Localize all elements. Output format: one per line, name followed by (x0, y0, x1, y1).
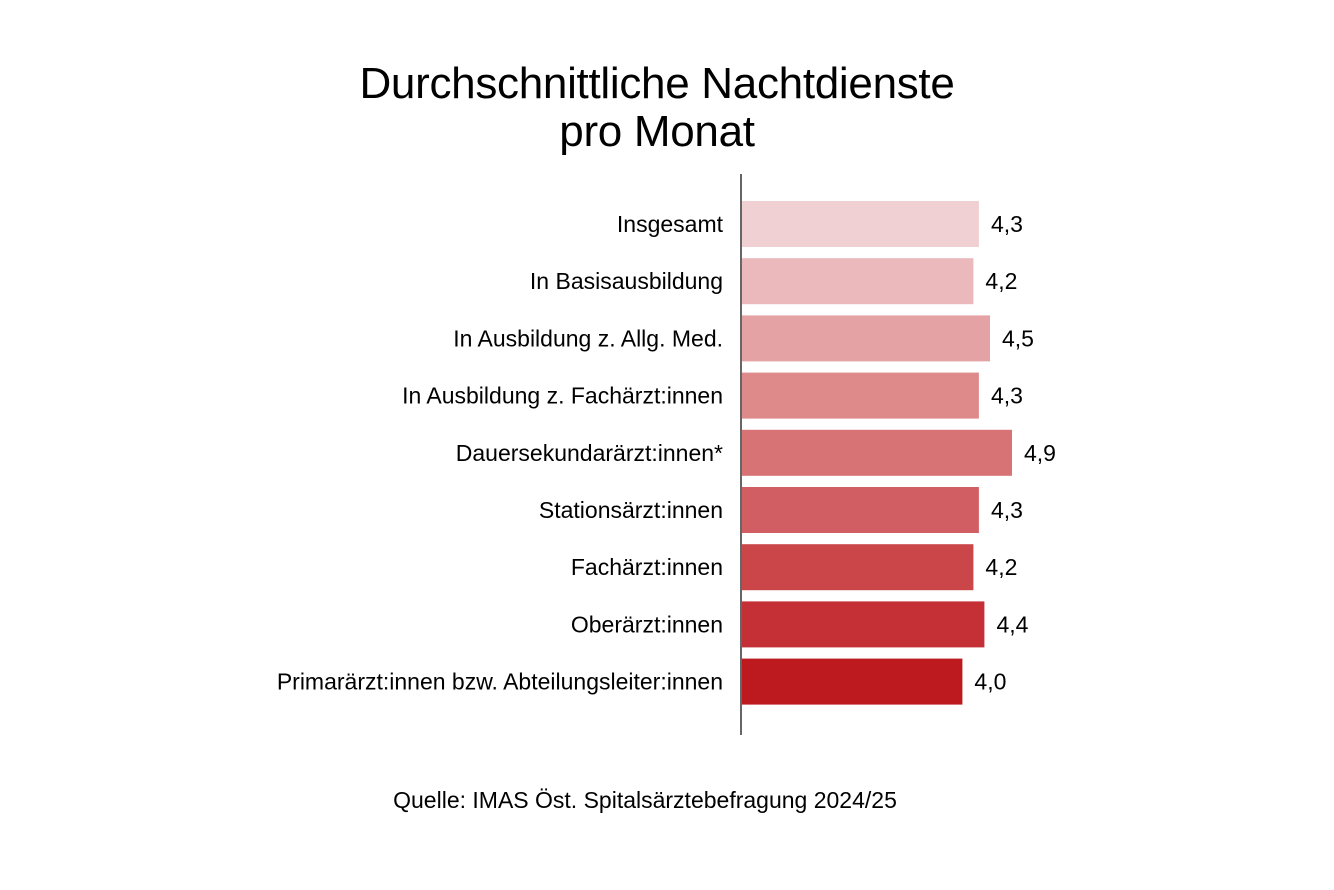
category-label-3: In Ausbildung z. Fachärzt:innen (402, 383, 723, 409)
bar-3 (742, 372, 979, 419)
bar-6 (742, 544, 974, 591)
bar-2 (742, 315, 990, 362)
category-label-0: Insgesamt (617, 211, 724, 237)
bar-4 (742, 429, 1012, 476)
value-label-3: 4,3 (991, 383, 1023, 409)
chart-title: Durchschnittliche Nachtdienste pro Monat (0, 60, 1314, 156)
chart-title-line-2: pro Monat (559, 107, 755, 156)
category-label-4: Dauersekundarärzt:innen* (456, 440, 723, 466)
category-label-8: Primarärzt:innen bzw. Abteilungsleiter:i… (277, 669, 723, 695)
category-label-7: Oberärzt:innen (571, 611, 723, 637)
bar-5 (742, 487, 979, 533)
category-label-6: Fachärzt:innen (571, 554, 723, 580)
value-label-1: 4,2 (985, 268, 1017, 294)
bar-1 (742, 258, 974, 305)
source-note: Quelle: IMAS Öst. Spitalsärztebefragung … (393, 787, 897, 813)
value-label-7: 4,4 (996, 611, 1028, 637)
bar-8 (742, 658, 963, 705)
category-label-5: Stationsärzt:innen (539, 497, 723, 523)
value-label-8: 4,0 (974, 669, 1006, 695)
value-label-2: 4,5 (1002, 325, 1034, 351)
category-label-1: In Basisausbildung (530, 268, 723, 294)
value-label-5: 4,3 (991, 497, 1023, 523)
value-label-0: 4,3 (991, 211, 1023, 237)
value-label-4: 4,9 (1024, 440, 1056, 466)
value-label-6: 4,2 (985, 554, 1017, 580)
category-label-2: In Ausbildung z. Allg. Med. (453, 325, 723, 351)
bar-7 (742, 601, 985, 648)
bar-0 (742, 201, 979, 247)
chart-title-line-1: Durchschnittliche Nachtdienste (359, 59, 955, 108)
